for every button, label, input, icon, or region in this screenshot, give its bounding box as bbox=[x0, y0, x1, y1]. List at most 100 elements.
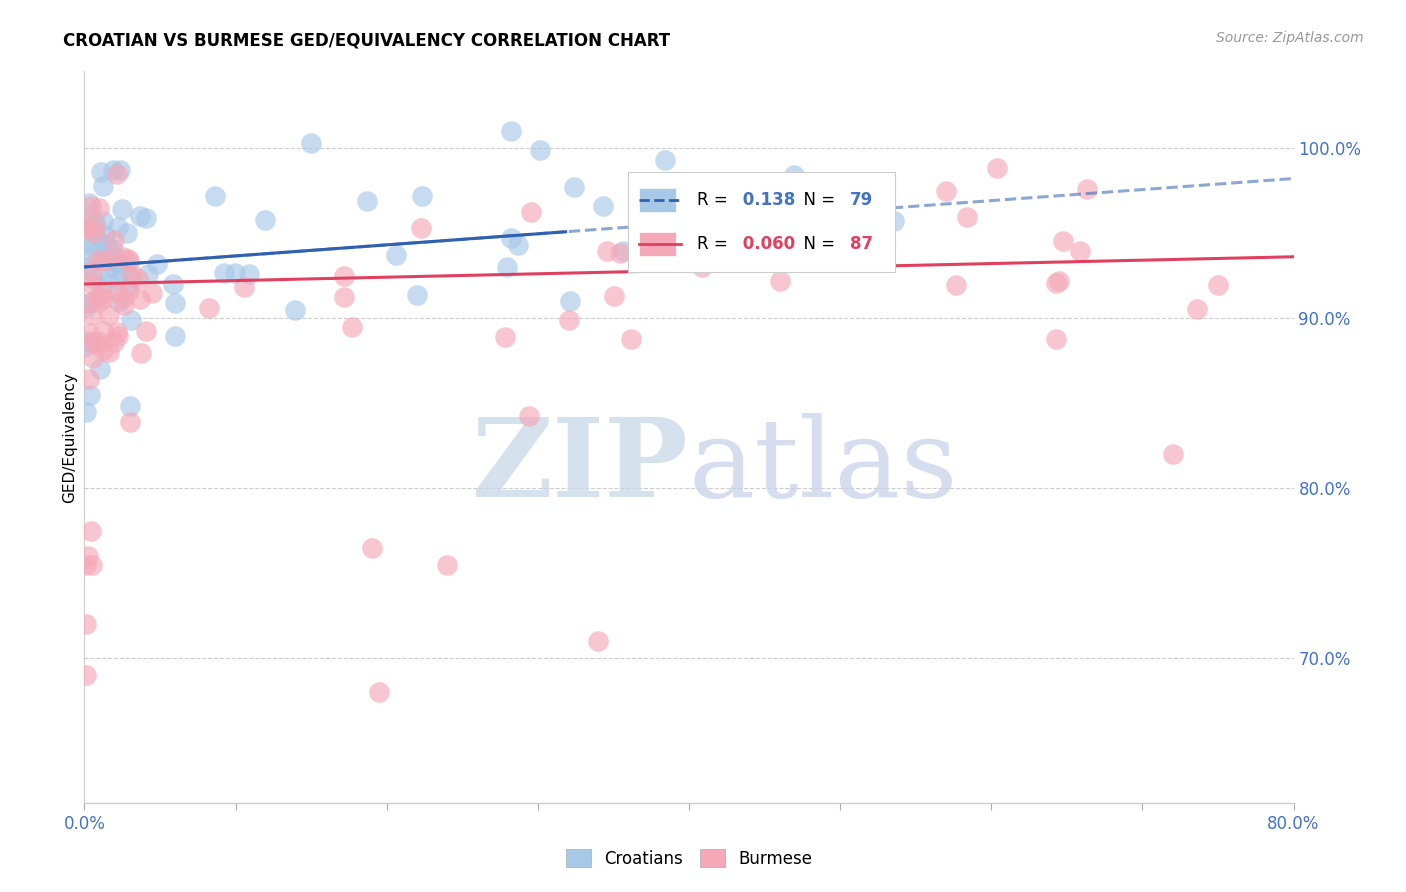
Point bbox=[80, 524, 103, 538]
Point bbox=[107, 219, 129, 234]
Point bbox=[368, 685, 391, 699]
Point bbox=[101, 252, 124, 267]
Point bbox=[83, 226, 105, 240]
Point bbox=[80, 334, 103, 349]
Point bbox=[79, 209, 101, 223]
Point bbox=[83, 228, 105, 243]
Point bbox=[883, 214, 905, 228]
Point bbox=[98, 276, 121, 290]
Text: R =: R = bbox=[697, 191, 734, 210]
Point bbox=[1076, 182, 1098, 196]
Point bbox=[720, 205, 742, 219]
Point bbox=[198, 301, 221, 315]
Text: CROATIAN VS BURMESE GED/EQUIVALENCY CORRELATION CHART: CROATIAN VS BURMESE GED/EQUIVALENCY CORR… bbox=[63, 31, 671, 49]
Point bbox=[1045, 332, 1067, 346]
Point bbox=[935, 184, 957, 198]
Point bbox=[1047, 274, 1070, 288]
Point bbox=[508, 237, 530, 252]
Text: N =: N = bbox=[793, 191, 841, 210]
Point bbox=[98, 345, 121, 359]
Point bbox=[501, 231, 523, 245]
Point bbox=[107, 329, 129, 343]
Point bbox=[744, 178, 766, 193]
Point bbox=[385, 248, 408, 262]
Point bbox=[558, 293, 581, 308]
Legend: Croatians, Burmese: Croatians, Burmese bbox=[565, 849, 813, 868]
Point bbox=[105, 167, 128, 181]
Point bbox=[738, 190, 761, 204]
Text: N =: N = bbox=[793, 235, 841, 253]
Point bbox=[91, 253, 114, 268]
Point bbox=[595, 244, 617, 259]
Point bbox=[333, 290, 356, 304]
Point bbox=[112, 250, 135, 264]
Point bbox=[84, 220, 107, 235]
Point bbox=[204, 188, 226, 202]
Point bbox=[115, 227, 138, 241]
Point bbox=[79, 387, 101, 401]
Point bbox=[75, 558, 97, 572]
Point bbox=[495, 260, 517, 274]
Point bbox=[986, 161, 1008, 176]
Point bbox=[129, 346, 152, 360]
Point bbox=[834, 216, 856, 230]
Point bbox=[87, 294, 110, 309]
Point bbox=[89, 335, 111, 350]
Point bbox=[107, 259, 129, 273]
Point bbox=[956, 210, 979, 224]
Text: R =: R = bbox=[697, 235, 734, 253]
Point bbox=[75, 300, 97, 314]
Point bbox=[1069, 244, 1091, 259]
Point bbox=[117, 252, 139, 266]
Point bbox=[494, 330, 516, 344]
Point bbox=[82, 351, 104, 366]
Point bbox=[120, 415, 142, 429]
Point bbox=[360, 541, 382, 555]
Point bbox=[80, 558, 103, 572]
Point bbox=[333, 268, 356, 283]
Point bbox=[654, 153, 676, 167]
Point bbox=[75, 404, 97, 418]
Point bbox=[562, 179, 585, 194]
Point bbox=[233, 279, 256, 293]
Point bbox=[108, 294, 131, 309]
Point bbox=[82, 264, 104, 278]
Point bbox=[145, 257, 167, 271]
Point bbox=[1045, 276, 1067, 290]
Point bbox=[409, 221, 432, 235]
Point bbox=[129, 209, 152, 223]
Point bbox=[103, 334, 125, 349]
Point bbox=[108, 163, 131, 178]
Text: 79: 79 bbox=[849, 191, 873, 210]
Point bbox=[815, 220, 838, 235]
Bar bbox=[638, 188, 676, 212]
Point bbox=[87, 253, 110, 268]
Point bbox=[690, 260, 713, 274]
Point bbox=[75, 668, 97, 682]
Point bbox=[117, 278, 139, 293]
Point bbox=[108, 256, 131, 270]
Point bbox=[664, 233, 686, 247]
Text: 87: 87 bbox=[849, 235, 873, 253]
Point bbox=[75, 249, 97, 263]
Point bbox=[98, 251, 121, 265]
Point bbox=[118, 269, 141, 284]
Point bbox=[165, 328, 187, 343]
Point bbox=[224, 266, 246, 280]
Point bbox=[103, 233, 125, 247]
Point bbox=[299, 136, 322, 150]
Point bbox=[79, 294, 101, 309]
Text: Source: ZipAtlas.com: Source: ZipAtlas.com bbox=[1216, 31, 1364, 45]
Point bbox=[76, 260, 98, 274]
Point bbox=[127, 271, 149, 285]
Text: atlas: atlas bbox=[689, 413, 959, 520]
Point bbox=[103, 162, 125, 177]
Point bbox=[529, 143, 551, 157]
Point bbox=[91, 343, 114, 357]
Point bbox=[769, 274, 792, 288]
Point bbox=[135, 211, 157, 226]
Point bbox=[80, 308, 103, 322]
Point bbox=[93, 291, 115, 305]
Point bbox=[1161, 447, 1184, 461]
Point bbox=[90, 165, 112, 179]
